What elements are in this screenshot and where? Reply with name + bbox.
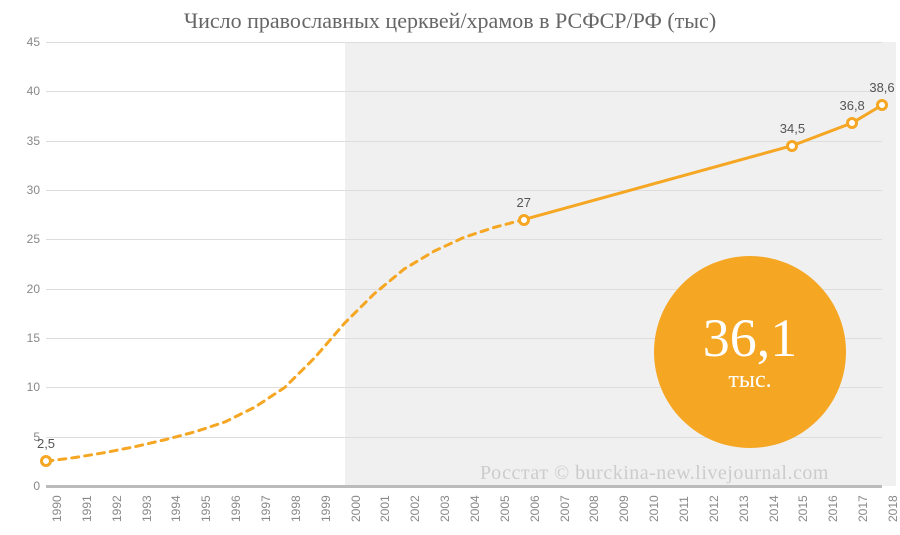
data-point-label: 2,5 bbox=[37, 436, 55, 451]
data-point-label: 38,6 bbox=[869, 80, 894, 95]
y-tick-label: 35 bbox=[6, 134, 40, 148]
x-tick-label: 2008 bbox=[587, 495, 601, 522]
badge-unit: тыс. bbox=[728, 367, 771, 394]
chart-title: Число православных церквей/храмов в РСФС… bbox=[0, 8, 900, 34]
x-tick-label: 1998 bbox=[289, 495, 303, 522]
x-tick-label: 2009 bbox=[617, 495, 631, 522]
x-tick-label: 2018 bbox=[886, 495, 900, 522]
x-tick-label: 2012 bbox=[707, 495, 721, 522]
x-tick-label: 2007 bbox=[558, 495, 572, 522]
y-tick-label: 0 bbox=[6, 479, 40, 493]
badge-value: 36,1 bbox=[703, 311, 798, 365]
x-tick-label: 2002 bbox=[408, 495, 422, 522]
x-tick-label: 2003 bbox=[438, 495, 452, 522]
x-tick-label: 2015 bbox=[796, 495, 810, 522]
x-tick-label: 2004 bbox=[468, 495, 482, 522]
x-tick-label: 2010 bbox=[647, 495, 661, 522]
x-tick-label: 2014 bbox=[767, 495, 781, 522]
data-marker bbox=[876, 99, 888, 111]
y-tick-label: 15 bbox=[6, 331, 40, 345]
x-tick-label: 1994 bbox=[169, 495, 183, 522]
x-tick-label: 1992 bbox=[110, 495, 124, 522]
x-tick-label: 2011 bbox=[677, 496, 691, 522]
data-marker bbox=[518, 214, 530, 226]
data-point-label: 27 bbox=[516, 195, 530, 210]
data-point-label: 36,8 bbox=[839, 98, 864, 113]
x-tick-label: 2001 bbox=[378, 495, 392, 522]
x-tick-label: 1995 bbox=[199, 495, 213, 522]
x-tick-label: 1997 bbox=[259, 495, 273, 522]
data-marker bbox=[846, 117, 858, 129]
x-tick-label: 1990 bbox=[50, 495, 64, 522]
x-tick-label: 1991 bbox=[80, 495, 94, 522]
x-tick-label: 2006 bbox=[528, 495, 542, 522]
y-tick-label: 5 bbox=[6, 430, 40, 444]
y-tick-label: 20 bbox=[6, 282, 40, 296]
x-tick-label: 1996 bbox=[229, 495, 243, 522]
data-marker bbox=[40, 455, 52, 467]
summary-badge: 36,1 тыс. bbox=[654, 256, 846, 448]
x-tick-label: 1999 bbox=[319, 495, 333, 522]
x-tick-label: 2016 bbox=[826, 495, 840, 522]
x-tick-label: 1993 bbox=[140, 495, 154, 522]
y-tick-label: 40 bbox=[6, 84, 40, 98]
data-point-label: 34,5 bbox=[780, 121, 805, 136]
x-tick-label: 2005 bbox=[498, 495, 512, 522]
watermark-text: Росстат © burckina-new.livejournal.com bbox=[480, 462, 829, 485]
chart-container: Число православных церквей/храмов в РСФС… bbox=[0, 0, 900, 535]
y-tick-label: 25 bbox=[6, 232, 40, 246]
x-tick-label: 2000 bbox=[349, 495, 363, 522]
y-tick-label: 45 bbox=[6, 35, 40, 49]
y-tick-label: 10 bbox=[6, 380, 40, 394]
y-tick-label: 30 bbox=[6, 183, 40, 197]
data-marker bbox=[786, 140, 798, 152]
x-tick-label: 2013 bbox=[737, 495, 751, 522]
x-tick-label: 2017 bbox=[856, 495, 870, 522]
